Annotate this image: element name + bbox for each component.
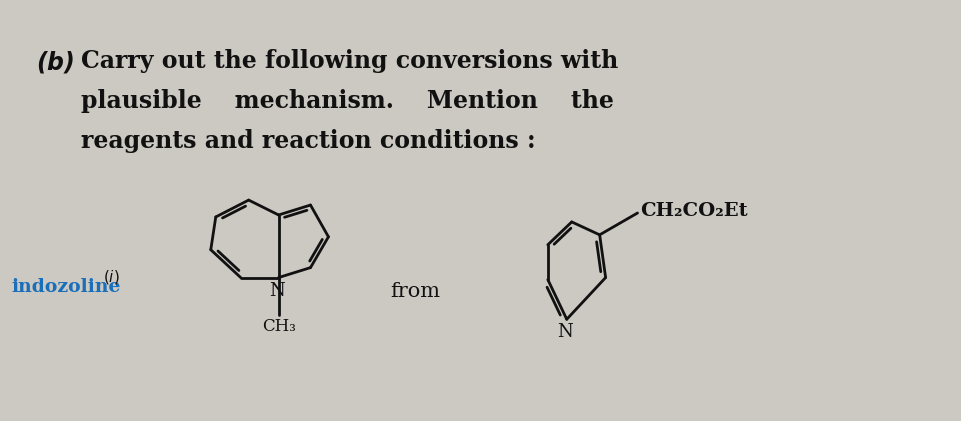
Text: N: N [556,323,573,341]
Text: $\bfit{(b)}$: $\bfit{(b)}$ [37,49,75,75]
Text: plausible    mechanism.    Mention    the: plausible mechanism. Mention the [81,89,614,113]
Text: N: N [269,282,284,299]
Text: CH₂CO₂Et: CH₂CO₂Et [641,202,749,220]
Text: from: from [390,282,440,301]
Text: indozoline: indozoline [12,277,121,296]
Text: CH₃: CH₃ [261,318,296,335]
Text: Carry out the following conversions with: Carry out the following conversions with [81,49,619,73]
Text: $(i)$: $(i)$ [103,268,120,285]
Text: reagents and reaction conditions :: reagents and reaction conditions : [81,128,536,152]
